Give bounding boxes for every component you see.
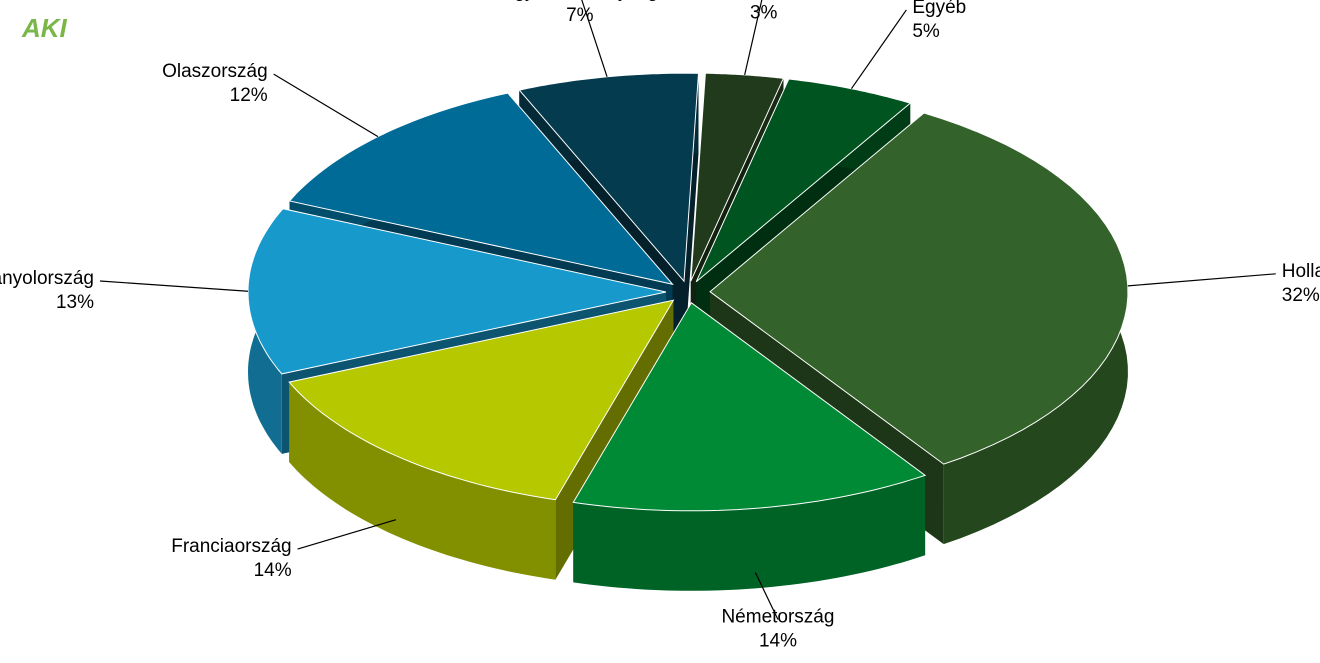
slice-wall bbox=[289, 382, 556, 580]
slice-value-label: 12% bbox=[230, 85, 268, 106]
slice-value-label: 14% bbox=[254, 560, 292, 581]
leader-line bbox=[744, 0, 763, 76]
slice-value-label: 3% bbox=[750, 2, 778, 23]
slice bbox=[288, 92, 674, 286]
slice bbox=[572, 302, 927, 512]
leader-line bbox=[581, 0, 608, 77]
slice-label: Olaszország bbox=[162, 61, 268, 82]
slice bbox=[518, 72, 700, 283]
slice-value-label: 13% bbox=[56, 292, 94, 313]
slice bbox=[690, 72, 785, 282]
slice-label: Németország bbox=[721, 607, 834, 628]
slice-wall bbox=[573, 475, 926, 591]
slice bbox=[709, 112, 1129, 465]
leader-line bbox=[754, 572, 779, 620]
pie bbox=[247, 72, 1129, 591]
slice bbox=[288, 299, 675, 501]
slice-value-label: 14% bbox=[759, 631, 797, 652]
logo: AKI bbox=[21, 13, 68, 43]
slice-label: Franciaország bbox=[171, 536, 291, 557]
leader-line bbox=[297, 519, 397, 550]
slice-value-label: 7% bbox=[566, 5, 594, 26]
leader-line bbox=[99, 280, 249, 292]
slice-label: Spanyolország bbox=[0, 268, 94, 289]
slice-value-label: 5% bbox=[912, 21, 940, 42]
slice-label: Egyéb bbox=[912, 0, 966, 18]
slice-label: Egyesült Királyság bbox=[502, 0, 658, 2]
slice-value-label: 32% bbox=[1282, 285, 1320, 306]
slice-label: Hollandia bbox=[1282, 261, 1320, 282]
leader-line bbox=[850, 9, 907, 90]
leader-line bbox=[273, 73, 379, 138]
leader-line bbox=[1127, 273, 1276, 287]
